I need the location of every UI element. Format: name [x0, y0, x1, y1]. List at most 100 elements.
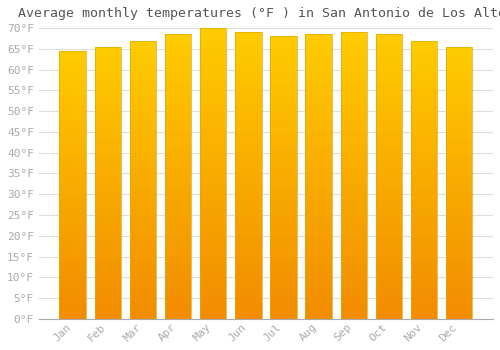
Bar	[446, 256, 472, 259]
Bar	[411, 41, 438, 319]
Bar	[376, 37, 402, 40]
Bar	[235, 178, 262, 181]
Bar	[340, 236, 367, 239]
Bar	[165, 279, 191, 282]
Bar	[270, 262, 296, 265]
Bar	[165, 271, 191, 273]
Bar	[130, 294, 156, 296]
Bar	[94, 77, 121, 79]
Bar	[60, 163, 86, 166]
Bar	[376, 302, 402, 304]
Bar	[306, 57, 332, 60]
Bar	[306, 122, 332, 125]
Bar	[376, 191, 402, 194]
Bar	[270, 141, 296, 144]
Bar	[411, 160, 438, 163]
Bar	[270, 313, 296, 316]
Bar	[130, 60, 156, 63]
Bar	[130, 291, 156, 294]
Bar	[270, 234, 296, 237]
Bar	[165, 69, 191, 71]
Bar	[446, 47, 472, 319]
Bar	[340, 190, 367, 193]
Bar	[60, 201, 86, 204]
Bar	[340, 316, 367, 319]
Bar	[411, 158, 438, 160]
Bar	[130, 222, 156, 224]
Bar	[340, 44, 367, 47]
Bar	[446, 109, 472, 112]
Bar	[60, 298, 86, 300]
Bar	[165, 108, 191, 111]
Bar	[235, 41, 262, 44]
Bar	[411, 152, 438, 155]
Bar	[270, 98, 296, 101]
Bar	[411, 135, 438, 138]
Bar	[411, 208, 438, 210]
Bar	[446, 207, 472, 210]
Bar	[376, 265, 402, 268]
Bar	[376, 137, 402, 140]
Bar	[130, 274, 156, 277]
Bar	[200, 208, 226, 211]
Bar	[130, 238, 156, 241]
Bar	[446, 142, 472, 145]
Bar	[306, 199, 332, 202]
Bar	[130, 174, 156, 177]
Bar	[306, 88, 332, 91]
Bar	[165, 308, 191, 310]
Bar	[446, 96, 472, 98]
Bar	[165, 105, 191, 108]
Bar	[235, 261, 262, 264]
Bar	[411, 269, 438, 272]
Bar	[235, 218, 262, 222]
Bar	[130, 63, 156, 65]
Bar	[130, 266, 156, 269]
Bar	[130, 299, 156, 302]
Bar	[60, 174, 86, 177]
Bar	[270, 127, 296, 130]
Bar	[306, 85, 332, 88]
Bar	[200, 31, 226, 34]
Bar	[130, 144, 156, 146]
Bar	[165, 248, 191, 251]
Bar	[306, 162, 332, 165]
Bar	[235, 90, 262, 92]
Bar	[376, 122, 402, 125]
Bar	[376, 165, 402, 168]
Bar	[270, 290, 296, 293]
Bar	[94, 265, 121, 267]
Bar	[446, 218, 472, 221]
Bar	[60, 287, 86, 289]
Bar	[306, 242, 332, 245]
Bar	[376, 313, 402, 316]
Bar	[235, 116, 262, 118]
Bar	[376, 46, 402, 49]
Bar	[235, 164, 262, 167]
Bar	[94, 196, 121, 199]
Bar	[340, 32, 367, 35]
Bar	[446, 169, 472, 172]
Bar	[235, 52, 262, 55]
Bar	[446, 147, 472, 150]
Bar	[200, 147, 226, 150]
Bar	[235, 299, 262, 302]
Bar	[235, 279, 262, 282]
Bar	[376, 145, 402, 148]
Bar	[60, 222, 86, 225]
Bar	[94, 52, 121, 55]
Bar	[270, 200, 296, 203]
Bar	[446, 153, 472, 156]
Bar	[94, 115, 121, 118]
Bar	[200, 133, 226, 136]
Bar	[446, 71, 472, 74]
Bar	[270, 203, 296, 206]
Bar	[200, 310, 226, 313]
Bar	[340, 72, 367, 75]
Bar	[376, 43, 402, 46]
Bar	[376, 88, 402, 91]
Bar	[270, 93, 296, 96]
Bar	[235, 193, 262, 196]
Bar	[165, 94, 191, 97]
Bar	[130, 172, 156, 174]
